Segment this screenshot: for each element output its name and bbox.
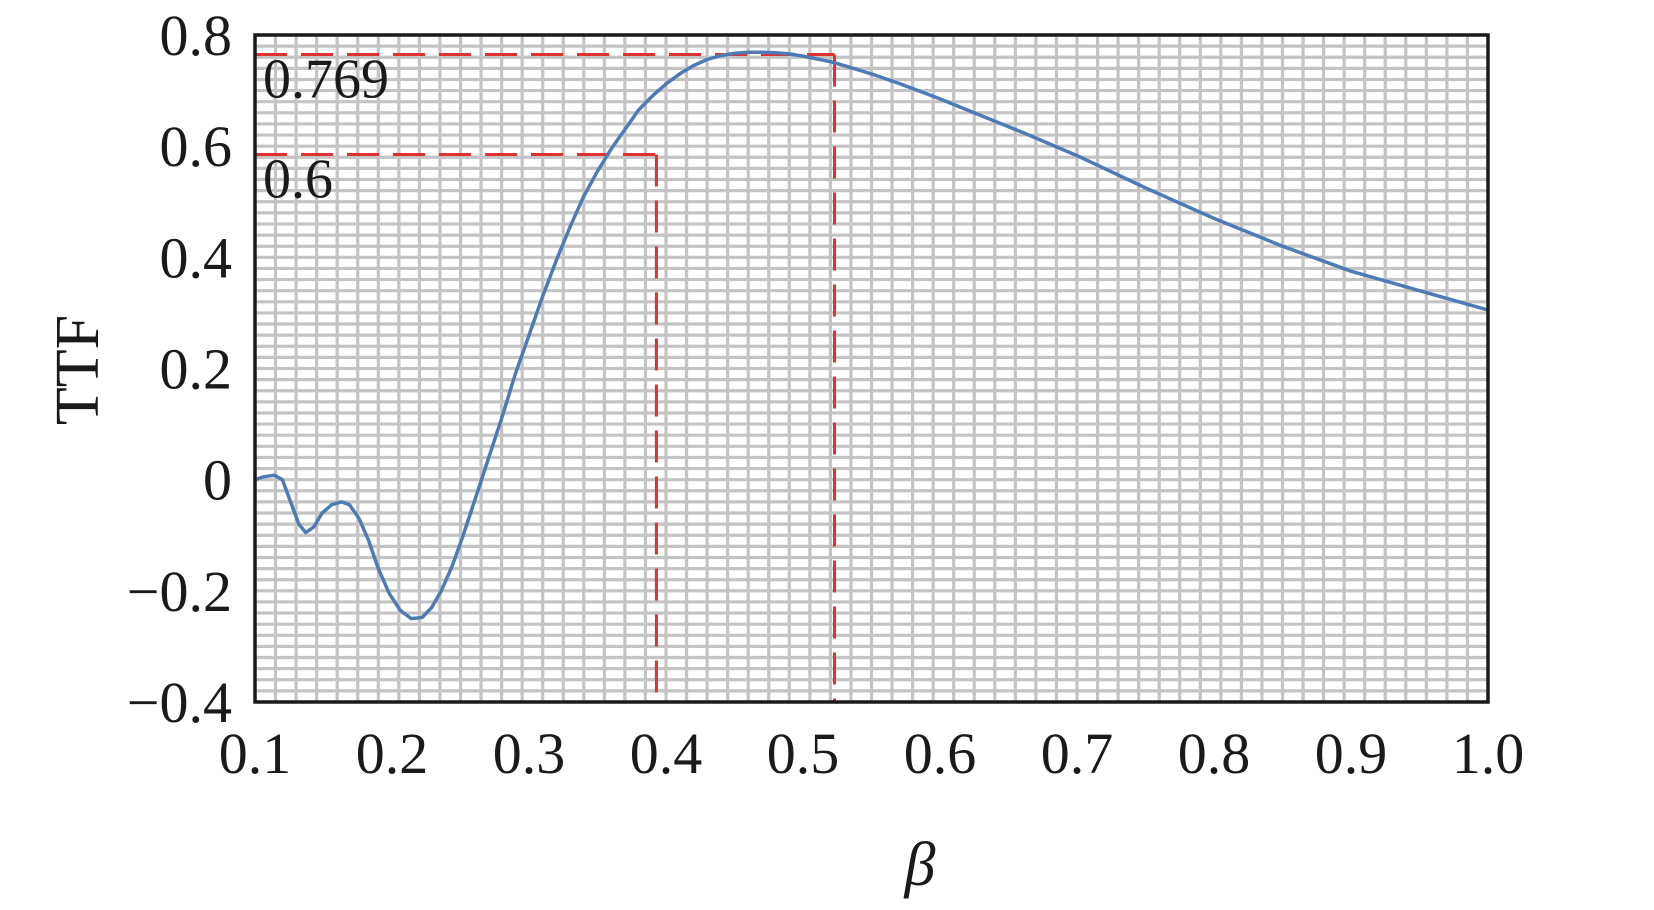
x-tick-label: 0.6 <box>904 721 977 786</box>
y-tick-label: −0.2 <box>127 559 232 624</box>
y-tick-labels: 0.8 0.6 0.4 0.2 0 −0.2 −0.4 <box>127 3 232 735</box>
chart-grid <box>255 35 1488 702</box>
y-tick-label: 0.2 <box>160 337 233 402</box>
series-line <box>253 50 1490 621</box>
x-tick-label: 0.1 <box>219 721 292 786</box>
y-tick-label: 0 <box>203 448 232 513</box>
y-tick-label: 0.8 <box>160 3 233 68</box>
y-tick-label: 0.6 <box>160 114 233 179</box>
reference-label: 0.6 <box>263 149 333 211</box>
y-tick-label: −0.4 <box>127 670 232 735</box>
x-tick-label: 0.7 <box>1041 721 1114 786</box>
x-tick-label: 1.0 <box>1452 721 1525 786</box>
x-axis-title: β <box>904 831 936 899</box>
data-series <box>253 50 1490 621</box>
y-tick-label: 0.4 <box>160 225 233 290</box>
reference-label: 0.769 <box>263 48 389 110</box>
x-tick-label: 0.3 <box>493 721 566 786</box>
x-tick-label: 0.2 <box>356 721 429 786</box>
x-tick-label: 0.5 <box>767 721 840 786</box>
reference-annotations: 0.769 0.6 <box>263 48 389 210</box>
y-axis-title: TTF <box>44 315 112 425</box>
x-tick-labels: 0.1 0.2 0.3 0.4 0.5 0.6 0.7 0.8 0.9 1.0 <box>219 721 1525 786</box>
x-tick-label: 0.4 <box>630 721 703 786</box>
x-tick-label: 0.8 <box>1178 721 1251 786</box>
plot-frame <box>253 33 1490 704</box>
x-tick-label: 0.9 <box>1315 721 1388 786</box>
